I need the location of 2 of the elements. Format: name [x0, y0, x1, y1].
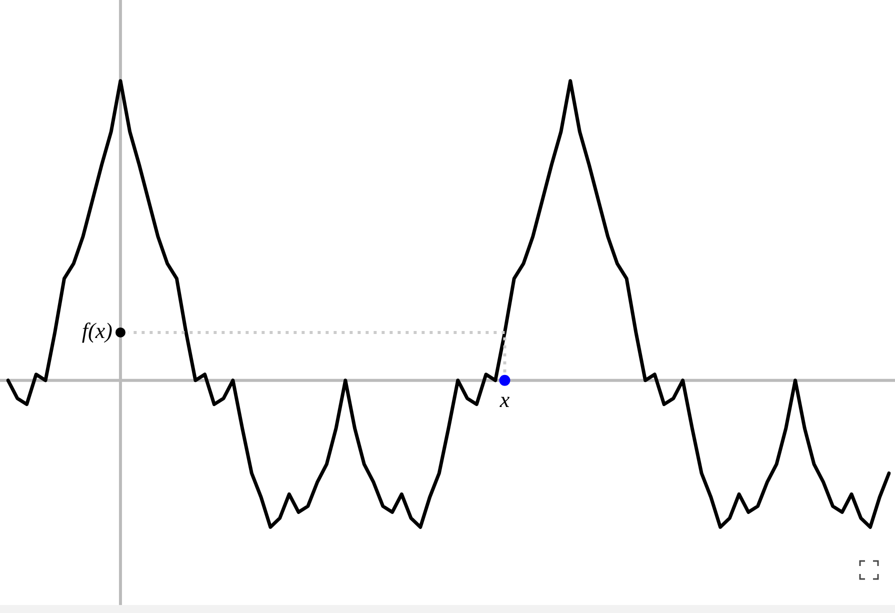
annotation: x [498, 387, 510, 412]
annotation: f(x) [82, 318, 112, 344]
